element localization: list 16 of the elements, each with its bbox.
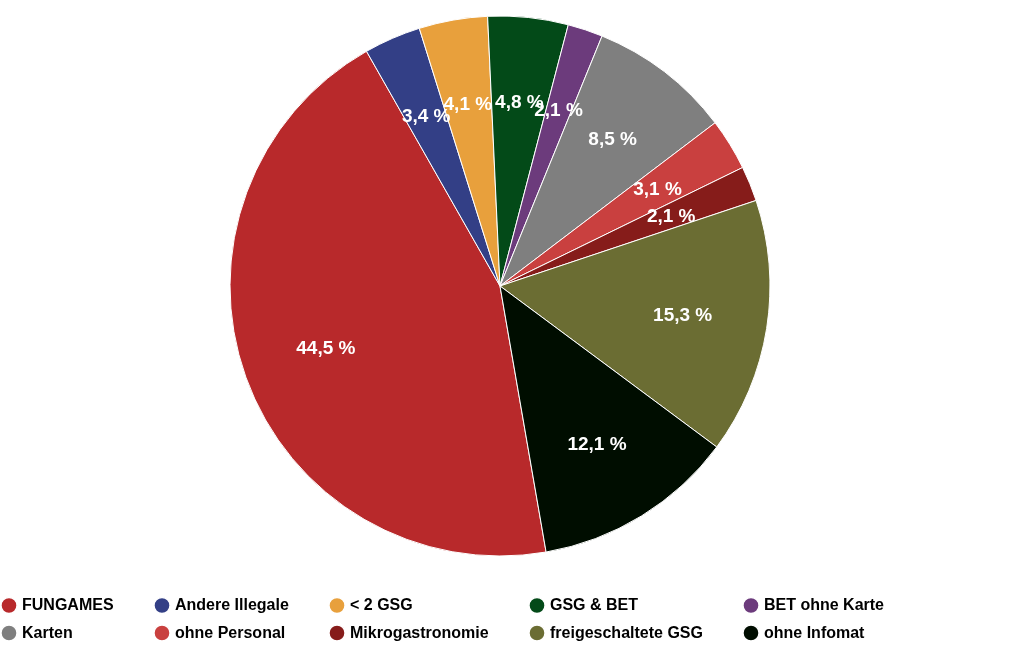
data-label: 2,1 % bbox=[646, 204, 696, 226]
legend-label: Mikrogastronomie bbox=[350, 624, 489, 641]
legend-label: ohne Personal bbox=[175, 624, 286, 641]
legend-label: Andere Illegale bbox=[175, 596, 289, 614]
data-label: 44,5 % bbox=[296, 337, 356, 359]
legend-label: FUNGAMES bbox=[22, 596, 114, 614]
data-label: 12,1 % bbox=[567, 432, 627, 454]
legend-label: GSG & BET bbox=[550, 596, 639, 614]
legend-label: freigeschaltete GSG bbox=[550, 624, 703, 641]
legend-label: BET ohne Karte bbox=[764, 596, 885, 614]
legend-label: ohne Infomat bbox=[764, 624, 866, 641]
legend-label: < 2 GSG bbox=[350, 596, 413, 614]
legend-label: Karten bbox=[22, 624, 73, 641]
data-label: 15,3 % bbox=[653, 304, 713, 326]
data-label: 8,5 % bbox=[588, 128, 638, 150]
data-label: 3,1 % bbox=[633, 178, 682, 200]
